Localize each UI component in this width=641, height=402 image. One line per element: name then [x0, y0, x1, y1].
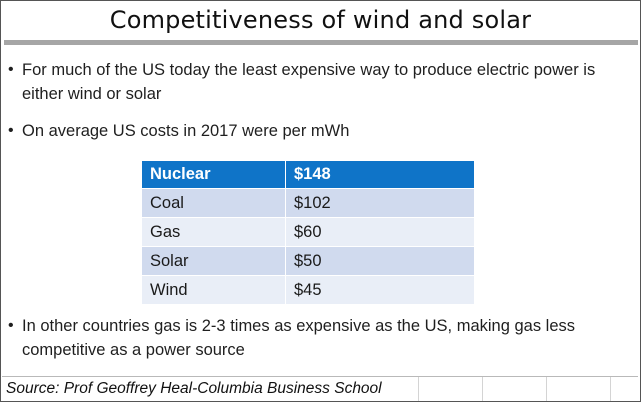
- grid-line: [610, 377, 611, 401]
- bullet-item: • In other countries gas is 2-3 times as…: [8, 314, 633, 362]
- table-cell-cost: $50: [285, 246, 475, 276]
- table-cell-cost: $45: [285, 275, 475, 305]
- bullet-text: In other countries gas is 2-3 times as e…: [22, 317, 576, 359]
- title-divider: [4, 40, 638, 45]
- table-header-source: Nuclear: [141, 160, 286, 189]
- bullet-glyph: •: [8, 61, 14, 78]
- bullet-glyph: •: [8, 317, 14, 334]
- bullet-text: For much of the US today the least expen…: [22, 61, 596, 103]
- grid-line: [418, 377, 419, 401]
- table-cell-cost: $60: [285, 217, 475, 247]
- slide-title: Competitiveness of wind and solar: [109, 6, 532, 34]
- table-cell-source: Wind: [141, 275, 286, 305]
- table-cell-source: Coal: [141, 188, 286, 218]
- bullet-text: On average US costs in 2017 were per mWh: [22, 122, 350, 140]
- cost-table: Nuclear $148 Coal $102 Gas $60 Solar $50…: [141, 160, 475, 305]
- table-cell-cost: $102: [285, 188, 475, 218]
- grid-line: [482, 377, 483, 401]
- bullet-item: • For much of the US today the least exp…: [8, 58, 633, 106]
- bullet-item: • On average US costs in 2017 were per m…: [8, 119, 633, 143]
- table-row: Solar $50: [141, 246, 475, 276]
- table-row: Wind $45: [141, 275, 475, 305]
- grid-line: [546, 377, 547, 401]
- table-row: Gas $60: [141, 217, 475, 247]
- source-citation[interactable]: Source: Prof Geoffrey Heal-Columbia Busi…: [6, 380, 382, 397]
- source-cell-row: Source: Prof Geoffrey Heal-Columbia Busi…: [2, 376, 638, 401]
- table-header-cost: $148: [285, 160, 475, 189]
- table-header-row: Nuclear $148: [141, 160, 475, 189]
- table-cell-source: Solar: [141, 246, 286, 276]
- bullet-glyph: •: [8, 122, 14, 139]
- table-cell-source: Gas: [141, 217, 286, 247]
- table-row: Coal $102: [141, 188, 475, 218]
